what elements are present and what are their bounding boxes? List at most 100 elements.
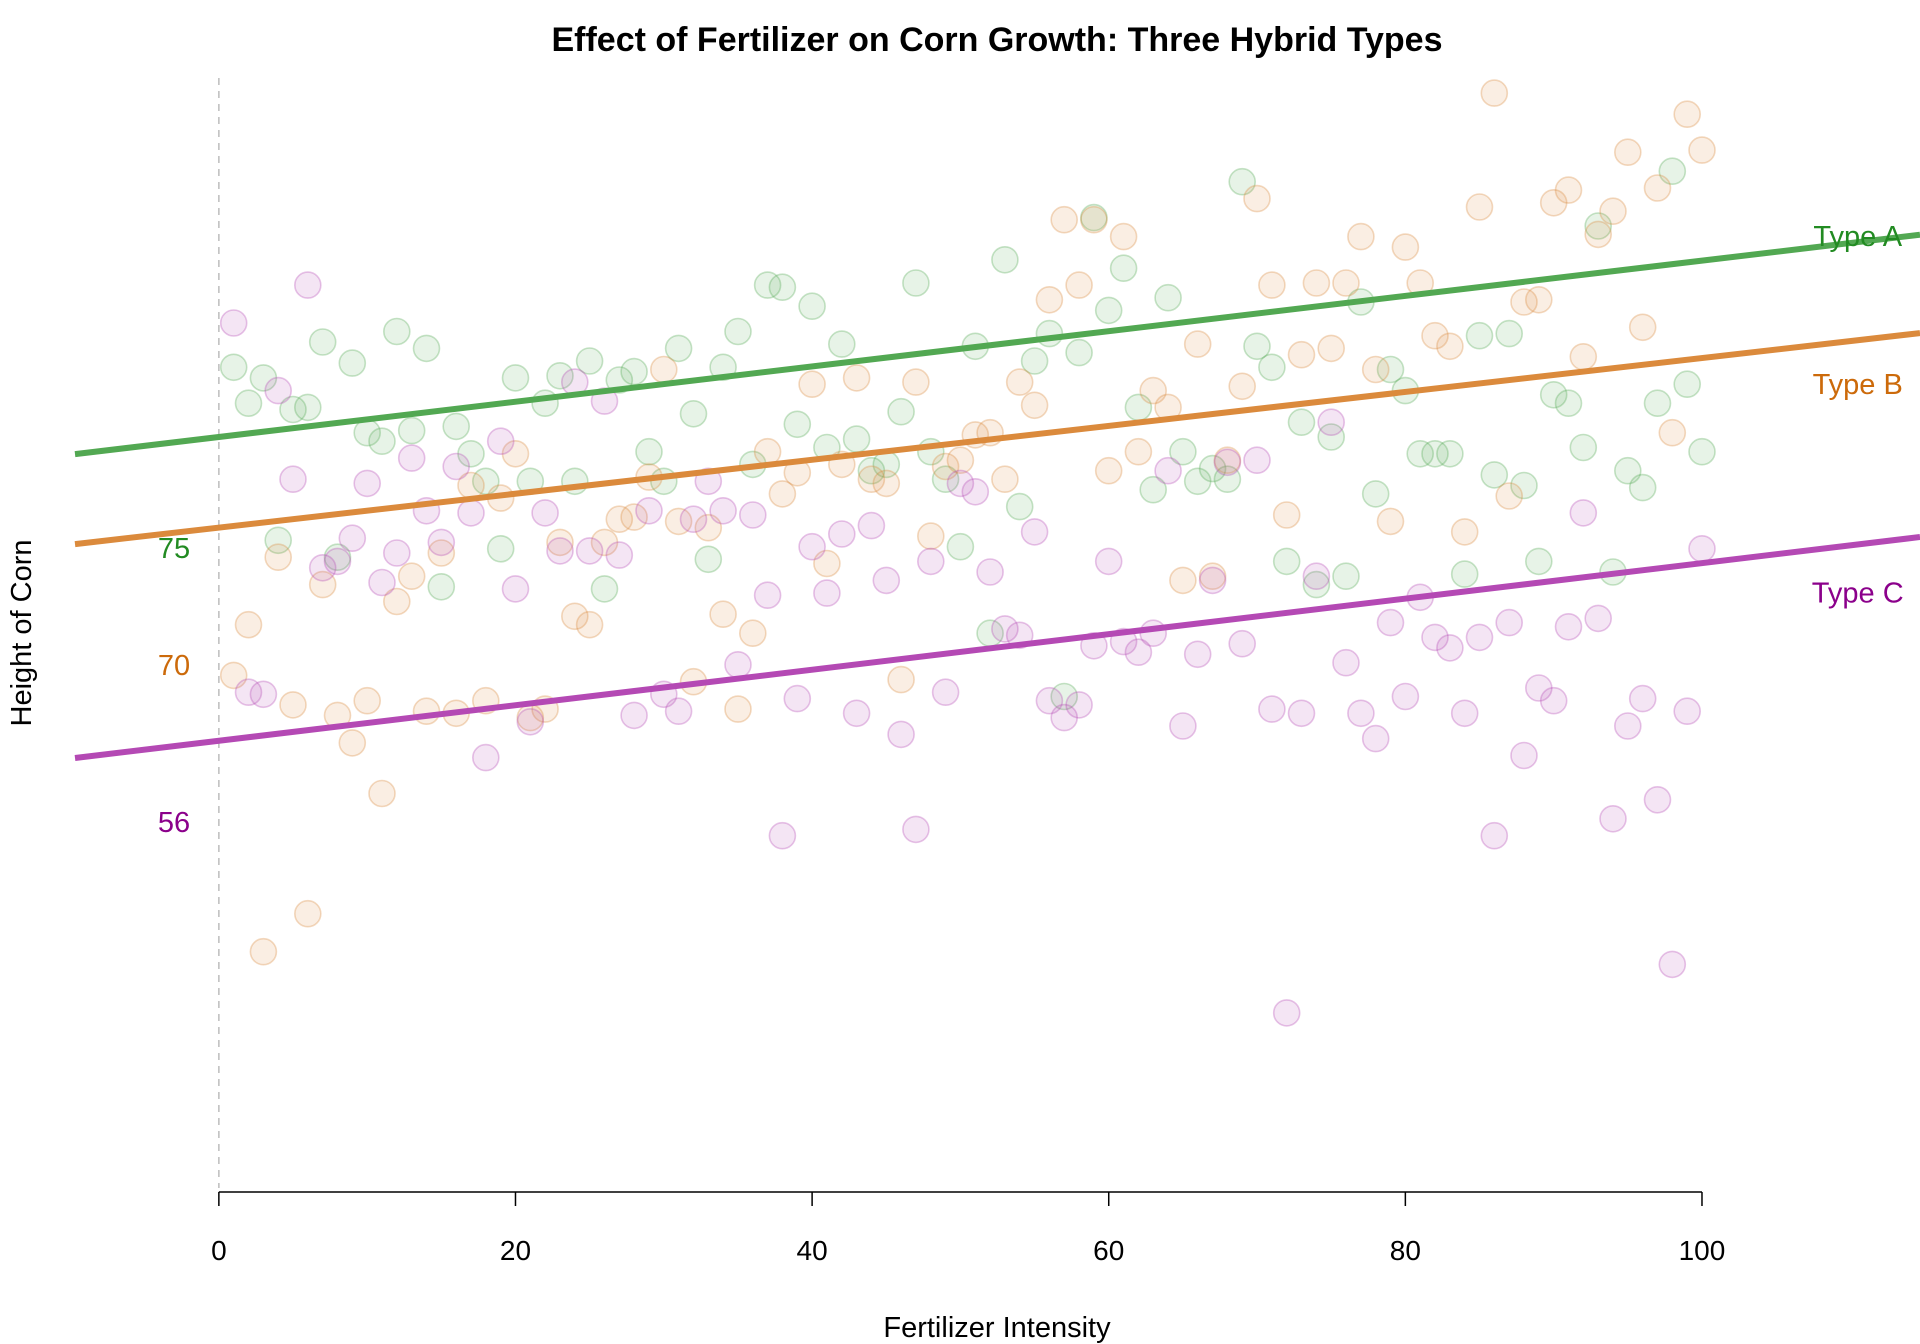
point-type-b-89 bbox=[1525, 285, 1553, 314]
point-type-b-28 bbox=[620, 503, 648, 531]
point-type-c-80 bbox=[1391, 682, 1420, 711]
point-type-c-83 bbox=[1436, 634, 1464, 662]
point-type-a-15 bbox=[427, 572, 456, 601]
point-type-c-100 bbox=[1688, 534, 1716, 563]
point-type-a-20 bbox=[501, 364, 530, 392]
point-type-a-2 bbox=[234, 389, 263, 418]
point-type-a-63 bbox=[1139, 475, 1167, 504]
x-tick-label-100: 100 bbox=[1679, 1235, 1726, 1266]
point-type-b-20 bbox=[501, 439, 530, 468]
x-axis-label: Fertilizer Intensity bbox=[883, 1312, 1111, 1344]
fit-lines-layer bbox=[74, 231, 1920, 761]
point-type-a-17 bbox=[457, 439, 485, 468]
point-type-c-89 bbox=[1525, 674, 1553, 702]
point-type-b-98 bbox=[1658, 418, 1687, 447]
point-type-c-52 bbox=[976, 558, 1004, 586]
point-type-c-42 bbox=[827, 520, 856, 548]
point-type-b-63 bbox=[1139, 376, 1167, 405]
point-type-c-21 bbox=[516, 707, 545, 736]
point-type-a-93 bbox=[1584, 212, 1612, 240]
point-type-a-69 bbox=[1228, 167, 1256, 196]
point-type-a-40 bbox=[798, 292, 826, 321]
point-type-c-39 bbox=[783, 684, 812, 713]
point-type-c-16 bbox=[442, 452, 471, 481]
point-type-c-98 bbox=[1658, 950, 1687, 979]
point-type-a-16 bbox=[442, 412, 471, 441]
point-type-c-41 bbox=[813, 579, 841, 607]
point-type-a-29 bbox=[635, 437, 663, 466]
point-type-c-32 bbox=[679, 505, 708, 534]
point-type-b-79 bbox=[1376, 507, 1405, 536]
point-type-b-57 bbox=[1050, 205, 1078, 234]
point-type-c-31 bbox=[664, 697, 693, 726]
point-type-b-68 bbox=[1213, 446, 1242, 475]
point-type-a-5 bbox=[279, 395, 307, 424]
point-type-b-5 bbox=[279, 691, 307, 719]
point-type-b-75 bbox=[1317, 334, 1345, 363]
point-type-c-15 bbox=[427, 528, 456, 557]
point-type-a-60 bbox=[1094, 296, 1123, 325]
point-type-b-69 bbox=[1228, 372, 1256, 401]
point-type-c-27 bbox=[605, 541, 634, 569]
point-type-a-89 bbox=[1525, 547, 1553, 576]
point-type-b-55 bbox=[1020, 391, 1049, 420]
point-type-c-47 bbox=[902, 815, 930, 844]
point-type-a-96 bbox=[1628, 473, 1657, 502]
point-type-c-1 bbox=[219, 309, 248, 337]
point-type-b-37 bbox=[753, 437, 782, 466]
point-type-b-2 bbox=[234, 610, 263, 639]
point-type-a-31 bbox=[664, 334, 693, 363]
point-type-b-72 bbox=[1272, 501, 1301, 529]
point-type-a-95 bbox=[1614, 456, 1642, 485]
point-type-b-35 bbox=[724, 695, 752, 723]
point-type-c-74 bbox=[1302, 562, 1331, 591]
point-type-b-49 bbox=[931, 452, 960, 481]
point-type-c-63 bbox=[1139, 619, 1167, 648]
point-type-b-23 bbox=[546, 528, 574, 557]
point-type-c-91 bbox=[1554, 612, 1583, 641]
point-type-a-53 bbox=[991, 245, 1019, 274]
point-type-c-93 bbox=[1584, 604, 1612, 633]
point-type-c-82 bbox=[1421, 623, 1449, 652]
point-type-a-32 bbox=[679, 399, 708, 428]
point-type-c-65 bbox=[1169, 712, 1197, 740]
point-type-a-72 bbox=[1272, 547, 1301, 576]
x-axis: 0 20 40 60 80 100 bbox=[211, 1191, 1726, 1266]
point-type-b-90 bbox=[1539, 189, 1568, 217]
point-type-a-8 bbox=[323, 543, 352, 572]
point-type-c-66 bbox=[1183, 640, 1212, 669]
point-type-a-28 bbox=[620, 357, 648, 386]
point-type-c-51 bbox=[961, 477, 990, 506]
point-type-a-26 bbox=[590, 575, 619, 603]
point-type-b-80 bbox=[1391, 233, 1420, 261]
point-type-b-76 bbox=[1332, 269, 1360, 297]
point-type-a-42 bbox=[827, 330, 856, 358]
point-type-b-61 bbox=[1109, 222, 1138, 251]
point-type-c-4 bbox=[264, 376, 293, 405]
point-type-b-73 bbox=[1287, 340, 1316, 369]
point-type-c-49 bbox=[931, 678, 960, 707]
point-type-a-67 bbox=[1198, 454, 1227, 483]
point-type-a-55 bbox=[1020, 347, 1049, 375]
point-type-b-36 bbox=[738, 619, 767, 648]
fit-line-type-c bbox=[74, 534, 1920, 761]
point-type-b-50 bbox=[946, 446, 975, 475]
point-type-b-12 bbox=[382, 587, 411, 616]
point-type-a-6 bbox=[293, 393, 322, 422]
point-type-a-74 bbox=[1302, 570, 1331, 599]
point-type-a-81 bbox=[1406, 439, 1434, 468]
point-type-c-64 bbox=[1154, 456, 1182, 485]
point-type-a-64 bbox=[1154, 283, 1182, 312]
point-type-c-35 bbox=[724, 650, 752, 679]
point-type-b-43 bbox=[842, 364, 871, 392]
point-type-c-57 bbox=[1050, 703, 1078, 732]
point-type-c-38 bbox=[768, 821, 797, 850]
point-type-b-100 bbox=[1688, 136, 1716, 164]
point-type-a-76 bbox=[1332, 562, 1360, 591]
series-label-type-a: Type A bbox=[1813, 221, 1902, 253]
point-type-a-61 bbox=[1109, 254, 1138, 283]
point-type-a-11 bbox=[368, 427, 396, 456]
point-type-b-30 bbox=[649, 355, 678, 384]
point-type-a-3 bbox=[249, 364, 278, 392]
point-type-c-46 bbox=[887, 720, 915, 749]
